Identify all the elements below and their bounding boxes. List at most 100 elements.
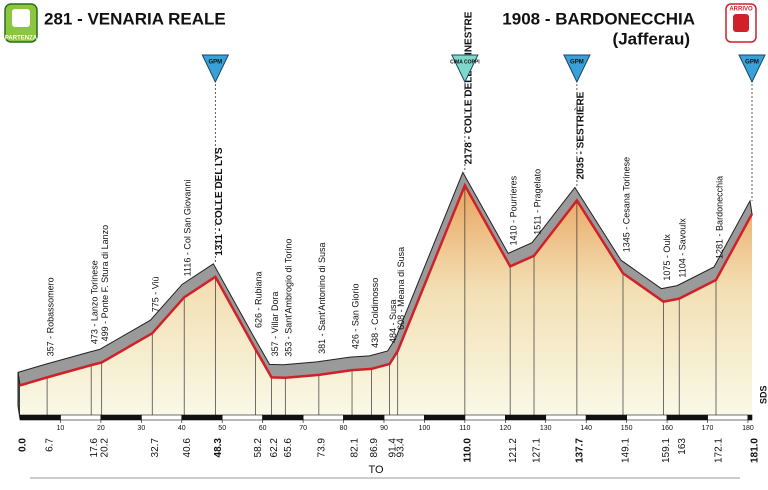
x-tick-label: 60 xyxy=(259,425,267,432)
km-label: 91.4 xyxy=(387,438,398,458)
x-tick-label: 140 xyxy=(580,425,592,432)
km-label: 20.2 xyxy=(99,438,110,458)
waypoint-label: 381 - Sant'Antonino di Susa xyxy=(317,243,327,354)
waypoint-label: 473 - Lanzo Torinese xyxy=(90,260,100,344)
waypoint-label: 1075 - Oulx xyxy=(662,234,672,281)
climb-marker-label: GPM xyxy=(745,60,759,66)
finish-badge: ARRIVO xyxy=(729,7,753,13)
x-tick-label: 130 xyxy=(540,425,552,432)
climb-marker xyxy=(451,54,479,84)
axis-segment xyxy=(221,414,263,421)
axis-segment xyxy=(181,414,223,421)
km-label: 163 xyxy=(677,438,688,455)
km-label: 110.0 xyxy=(463,438,474,463)
km-label: 0.0 xyxy=(18,438,29,452)
km-label: 127.1 xyxy=(532,438,543,463)
axis-segment xyxy=(747,414,753,421)
axis-segment xyxy=(262,414,304,421)
axis-segment xyxy=(19,414,61,421)
waypoint-label: 353 - Sant'Ambrogio di Torino xyxy=(284,239,294,357)
km-label: 17.6 xyxy=(89,438,100,458)
waypoint-label: 1511 - Pragelato xyxy=(532,169,542,235)
profile-line xyxy=(19,182,754,387)
km-label: 58.2 xyxy=(253,438,264,458)
axis-segment xyxy=(343,414,385,421)
km-label: 181.0 xyxy=(750,438,761,463)
axis-segment xyxy=(424,414,466,421)
km-label: 172.1 xyxy=(714,438,725,463)
x-tick-label: 160 xyxy=(661,425,673,432)
axis-segment xyxy=(626,414,668,421)
waypoint-label: 426 - San Giorio xyxy=(350,284,360,350)
waypoint-label: 626 - Rubiana xyxy=(254,271,264,328)
climb-marker-label: CIMA COPPI xyxy=(450,59,480,65)
title-left: 281 - VENARIA REALE xyxy=(44,9,226,28)
waypoint-label: 1345 - Cesana Torinese xyxy=(621,157,631,252)
km-label: 62.2 xyxy=(269,438,280,458)
x-tick-label: 30 xyxy=(137,425,145,432)
km-label: 137.7 xyxy=(575,438,586,463)
x-tick-label: 120 xyxy=(499,425,511,432)
waypoint-label: 357 - Robassomero xyxy=(45,277,55,356)
climb-marker xyxy=(738,54,766,84)
x-tick-label: 100 xyxy=(419,425,431,432)
climb-marker xyxy=(563,54,591,84)
km-label: 121.2 xyxy=(508,438,519,463)
waypoint-label: 775 - Viù xyxy=(151,276,161,312)
x-tick-label: 170 xyxy=(702,425,714,432)
km-label: 40.6 xyxy=(182,438,193,458)
km-label: 32.7 xyxy=(150,438,161,458)
waypoint-label: 2178 - COLLE DELLE FINESTRE xyxy=(464,11,475,164)
x-tick-label: 10 xyxy=(57,425,65,432)
waypoint-label: 1104 - Savoulx xyxy=(678,218,688,278)
km-label: 86.9 xyxy=(369,438,380,458)
x-tick-label: 40 xyxy=(178,425,186,432)
waypoint-label: 1410 - Pourrieres xyxy=(509,175,519,245)
x-tick-label: 20 xyxy=(97,425,105,432)
climb-marker xyxy=(201,54,230,84)
axis-segment xyxy=(60,414,102,421)
km-label: 6.7 xyxy=(45,438,56,452)
km-label: 73.9 xyxy=(317,438,328,458)
axis-segment xyxy=(302,414,344,421)
x-tick-label: 80 xyxy=(340,425,348,432)
axis-segment xyxy=(666,414,708,421)
title-right: 1908 - BARDONECCHIA xyxy=(502,9,695,28)
km-label: 48.3 xyxy=(213,438,224,458)
start-badge: PARTENZA xyxy=(5,36,38,42)
climb-marker-label: GPM xyxy=(570,60,584,66)
axis-segment xyxy=(141,414,183,421)
axis-segment xyxy=(545,414,587,421)
province: TO xyxy=(368,464,384,476)
waypoint-label: 357 - Villar Dora xyxy=(270,291,280,356)
profile: 357 - Robassomero 473 - Lanzo Torinese 499… xyxy=(17,11,754,420)
axis-segment xyxy=(464,414,506,421)
axis-segment xyxy=(383,414,425,421)
km-label: 93.4 xyxy=(395,438,406,458)
finish-badge-icon xyxy=(725,3,757,43)
x-tick-label: 50 xyxy=(218,425,226,432)
profile-area xyxy=(20,185,752,415)
waypoint-label: 484 - Susa xyxy=(388,299,398,343)
waypoint-label: 1116 - Col San Giovanni xyxy=(183,180,193,277)
waypoint-label: 2035 - SESTRIÈRE xyxy=(574,91,587,179)
subtitle-right: (Jafferau) xyxy=(613,29,690,48)
waypoint-label: 499 - Ponte F. Stura di Lanzo xyxy=(100,225,110,342)
climb-marker-label: GPM xyxy=(208,60,222,66)
axis-segment xyxy=(100,414,142,421)
x-tick-label: 150 xyxy=(621,425,633,432)
credit: SDS xyxy=(758,385,768,404)
x-tick-label: 70 xyxy=(299,425,307,432)
waypoint-label: 438 - Coldimosso xyxy=(370,278,380,348)
km-label: 82.1 xyxy=(350,438,361,458)
start-badge-icon xyxy=(4,3,38,43)
x-tick-label: 90 xyxy=(380,425,388,432)
x-tick-label: 110 xyxy=(459,425,470,432)
waypoint-label: 1281 - Bardonecchia xyxy=(714,176,724,259)
axis-segment xyxy=(505,414,547,421)
axis-segment xyxy=(707,414,749,421)
waypoint-label: 1311 - COLLE DEL LYS xyxy=(214,147,225,256)
km-label: 159.1 xyxy=(661,438,672,463)
km-label: 65.6 xyxy=(283,438,294,458)
